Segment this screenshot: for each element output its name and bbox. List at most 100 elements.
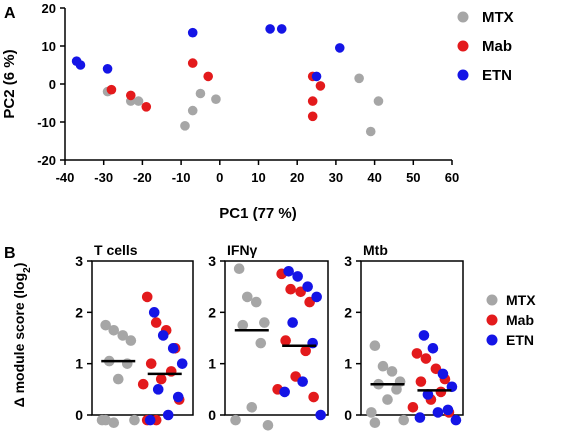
b-y-tick-label: 3 xyxy=(208,253,216,269)
a-legend: MTX Mab ETN xyxy=(457,9,514,84)
b-y-tick-label: 3 xyxy=(75,253,83,269)
a-x-tick-label: -10 xyxy=(172,170,191,185)
a-x-tick-label: 50 xyxy=(406,170,420,185)
a-y-tick-label: 20 xyxy=(42,1,56,16)
b-point-mtx xyxy=(241,291,253,303)
b-point-etn xyxy=(167,342,179,354)
b-point-mtx xyxy=(366,407,377,418)
a-x-tick-label: 20 xyxy=(290,170,304,185)
b-point-etn xyxy=(144,414,156,426)
b-legend-marker-etn xyxy=(486,334,498,346)
b-point-mab xyxy=(285,283,296,295)
b-y-tick-label: 0 xyxy=(344,407,352,423)
b-point-etn xyxy=(442,404,454,416)
a-point-mtx xyxy=(211,94,221,104)
a-point-etn xyxy=(265,24,275,34)
a-x-tick-label: 10 xyxy=(251,170,265,185)
b-point-mab xyxy=(411,348,423,359)
b-point-mtx xyxy=(391,384,402,395)
b-subplot-3: Mtb 0 1 2 3 xyxy=(344,242,464,429)
a-point-mab xyxy=(125,90,136,101)
b-point-mtx xyxy=(369,340,381,352)
a-x-tick-label: 40 xyxy=(367,170,381,185)
a-y-tick-label: -20 xyxy=(37,153,56,168)
b-point-mab xyxy=(407,402,419,413)
b-point-mtx xyxy=(386,366,398,377)
b-point-mtx xyxy=(129,414,140,426)
b-subplot-title: Mtb xyxy=(363,242,388,258)
a-y-axis-label: PC2 (6 %) xyxy=(1,49,18,118)
b-point-etn xyxy=(422,389,434,400)
b-y-tick-label: 1 xyxy=(75,356,83,372)
a-point-mab xyxy=(203,71,213,82)
b-point-etn xyxy=(162,409,174,421)
a-x-tick-label: 30 xyxy=(329,170,343,185)
a-x-tick-label: -30 xyxy=(94,170,113,185)
b-point-etn xyxy=(450,414,462,426)
b-y-tick-label: 2 xyxy=(208,304,216,320)
panel-b: Δ module score (log2) T cells0123IFNγ012… xyxy=(11,242,536,431)
panel-a: -40 -30 -20 -10 0 10 20 30 40 50 60 -20 -10 0 10 20 PC… xyxy=(1,1,514,222)
a-point-etn xyxy=(187,27,198,38)
b-point-etn xyxy=(279,386,290,398)
b-point-mab xyxy=(280,335,291,346)
a-x-tick-label: -40 xyxy=(56,170,75,185)
a-point-etn xyxy=(75,60,86,70)
b-subplot-frame xyxy=(360,260,464,416)
b-point-etn xyxy=(311,291,322,303)
a-point-etn xyxy=(276,24,287,34)
a-point-etn xyxy=(334,43,345,53)
b-point-mtx xyxy=(125,335,137,346)
b-y-tick-label: 3 xyxy=(344,253,352,269)
b-point-etn xyxy=(315,409,326,421)
b-point-etn xyxy=(292,271,303,282)
b-legend-marker-mab xyxy=(486,314,498,326)
b-point-etn xyxy=(287,317,298,328)
a-point-mtx xyxy=(180,121,190,131)
b-legend-label: MTX xyxy=(506,292,536,308)
a-x-tick-label: 60 xyxy=(445,170,459,185)
b-point-mtx xyxy=(237,319,249,331)
b-legend-marker-mtx xyxy=(486,294,498,306)
a-point-mab xyxy=(307,96,318,106)
b-legend-label: Mab xyxy=(506,312,534,328)
b-point-mtx xyxy=(100,319,111,331)
b-point-mtx xyxy=(108,417,120,429)
b-point-mab xyxy=(150,317,162,328)
a-point-mtx xyxy=(133,96,144,106)
a-point-mtx xyxy=(365,126,376,137)
b-subplot-title: T cells xyxy=(94,242,138,258)
b-point-etn xyxy=(283,265,294,277)
b-y-tick-label: 0 xyxy=(75,407,83,423)
b-legend: MTX Mab ETN xyxy=(486,292,536,348)
panel-label-b: B xyxy=(4,245,16,262)
b-point-etn xyxy=(176,358,188,369)
a-y-tick-label: -10 xyxy=(37,115,56,130)
b-y-tick-label: 2 xyxy=(344,304,352,320)
a-legend-marker-mtx xyxy=(457,11,469,23)
a-point-mab xyxy=(106,84,117,95)
a-point-etn xyxy=(102,64,113,74)
b-subplot-frame xyxy=(224,260,329,416)
b-y-axis-label-main: Δ module score (log xyxy=(11,273,27,408)
b-y-axis-label-end: ) xyxy=(11,263,27,268)
b-point-etn xyxy=(414,412,426,423)
b-point-mtx xyxy=(262,419,274,431)
b-point-etn xyxy=(157,330,169,341)
b-point-etn xyxy=(297,376,308,387)
a-legend-label: Mab xyxy=(482,38,512,55)
a-point-mab xyxy=(187,58,198,68)
b-point-mtx xyxy=(398,414,410,426)
b-point-mtx xyxy=(246,402,258,413)
b-point-mab xyxy=(137,378,149,390)
a-legend-marker-etn xyxy=(457,69,469,81)
a-x-axis-label: PC1 (77 %) xyxy=(219,205,297,222)
a-legend-label: ETN xyxy=(482,67,512,84)
b-point-mtx xyxy=(117,330,129,341)
b-point-mtx xyxy=(250,296,262,308)
b-y-axis-label: Δ module score (log2) xyxy=(11,263,33,408)
b-point-etn xyxy=(437,368,449,380)
b-point-etn xyxy=(148,307,160,318)
a-point-mab xyxy=(307,111,318,122)
